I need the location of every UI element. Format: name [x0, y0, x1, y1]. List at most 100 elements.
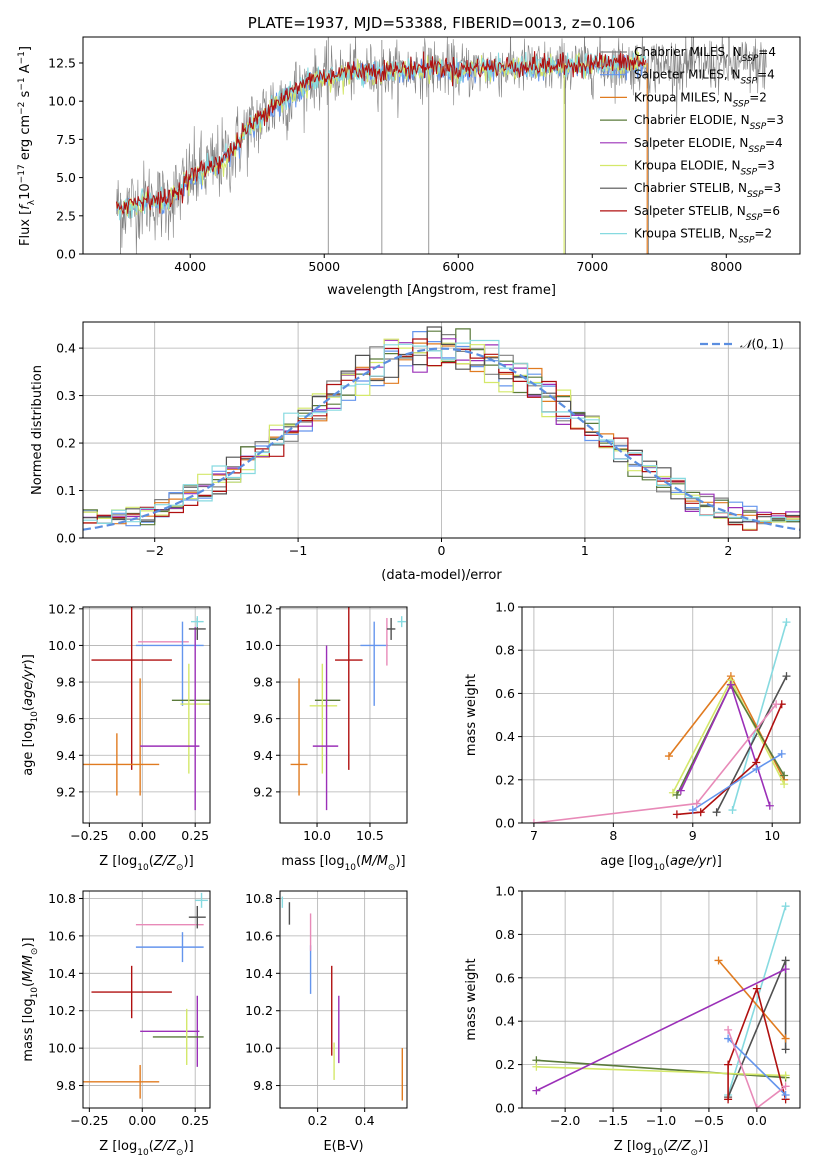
weight-point-marker: [752, 765, 761, 773]
y-tick-label: 10.8: [245, 891, 273, 906]
x-tick-label: −1.5: [598, 1113, 628, 1128]
x-tick-label: −2.0: [550, 1113, 580, 1128]
y-tick-label: 10.6: [48, 928, 76, 943]
weight-point-marker: [781, 902, 790, 911]
legend-entry: Kroupa ELODIE, NSSP=3: [634, 159, 775, 178]
y-tick-label: 9.4: [56, 748, 76, 763]
x-tick-label: 4000: [174, 259, 206, 274]
x-tick-label: 0.00: [128, 828, 156, 843]
weight-point-marker: [781, 1034, 790, 1043]
y-tick-label: 0.0: [56, 247, 76, 262]
weight-point-marker: [752, 984, 761, 993]
y-tick-label: 0.4: [56, 341, 76, 356]
y-tick-label: 1.0: [495, 600, 515, 615]
x-tick-label: 6000: [442, 259, 474, 274]
legend-entry: Salpeter STELIB, NSSP=6: [634, 204, 780, 223]
x-tick-label: 0.4: [355, 1113, 375, 1128]
x-axis-label: Z [log10(Z/Z⊙)]: [99, 1139, 193, 1158]
y-tick-label: 0.8: [495, 643, 515, 658]
y-tick-label: 12.5: [48, 55, 76, 70]
x-axis-label: Z [log10(Z/Z⊙)]: [614, 1139, 708, 1158]
histogram-step-line: [83, 338, 800, 531]
legend-entry: Chabrier ELODIE, NSSP=3: [634, 113, 784, 132]
y-tick-label: 9.6: [56, 711, 76, 726]
metallicity-age-panel: −0.25 0.00 0.25 9.2 9.4 9.6 9.8 10.0 10.2 Z [log1…: [21, 601, 211, 873]
weight-point-marker: [672, 790, 681, 799]
x-tick-label: −2: [145, 543, 163, 558]
y-tick-label: 0.3: [56, 388, 76, 403]
histogram-step-line: [83, 339, 800, 524]
weight-point-marker: [664, 752, 673, 761]
y-axis-label: mass weight: [464, 674, 479, 756]
y-tick-label: 10.2: [245, 601, 273, 616]
weight-point-marker: [529, 819, 538, 823]
y-axis-label: mass [log10(M/M⊙)]: [21, 937, 40, 1061]
y-tick-label: 0.1: [56, 483, 76, 498]
y-tick-label: 5.0: [56, 170, 76, 185]
axes-frame: [82, 890, 211, 1109]
x-tick-label: −1.0: [646, 1113, 676, 1128]
y-tick-label: 9.8: [56, 1078, 76, 1093]
weight-line: [536, 968, 786, 1092]
x-tick-label: 1: [581, 543, 589, 558]
weight-point-marker: [676, 786, 685, 795]
x-tick-label: 10: [764, 828, 780, 843]
legend-entry: Chabrier MILES, NSSP=4: [634, 45, 776, 64]
weight-point-marker: [780, 771, 789, 780]
y-tick-label: 10.0: [245, 638, 273, 653]
x-tick-label: −0.25: [70, 828, 108, 843]
weight-point-marker: [765, 801, 774, 810]
y-tick-label: 10.8: [48, 891, 76, 906]
y-tick-label: 0.2: [56, 436, 76, 451]
y-tick-label: 9.6: [253, 711, 273, 726]
y-tick-label: 9.8: [253, 1078, 273, 1093]
y-tick-label: 10.0: [245, 1041, 273, 1056]
axes-frame: [279, 890, 408, 1109]
mass-age-panel: 10.0 10.5 9.2 9.4 9.6 9.8 10.0 10.2 mass [log10(…: [245, 601, 408, 873]
y-tick-label: 9.8: [56, 675, 76, 690]
axes-frame: [279, 606, 408, 824]
y-tick-label: 0.2: [495, 772, 515, 787]
weight-point-marker: [692, 799, 701, 808]
weight-point-marker: [781, 1071, 790, 1080]
y-tick-label: 10.2: [245, 1003, 273, 1018]
y-tick-label: 9.2: [56, 784, 76, 799]
metallicity-massweight-panel: −2.0 −1.5 −1.0 −0.5 0.0 0.0 0.2 0.4 0.6 0.8 1.0 Z […: [464, 884, 801, 1158]
y-tick-label: 10.0: [48, 638, 76, 653]
weight-point-marker: [532, 1086, 541, 1095]
x-tick-label: 7: [530, 828, 538, 843]
y-tick-label: 0.6: [495, 970, 515, 985]
x-tick-label: 2: [724, 543, 732, 558]
y-tick-label: 1.0: [495, 884, 515, 899]
y-tick-label: 0.2: [495, 1057, 515, 1072]
weight-point-marker: [781, 965, 790, 974]
weight-point-marker: [724, 1060, 733, 1069]
weight-line: [727, 1029, 787, 1108]
weight-point-marker: [781, 956, 790, 965]
y-tick-label: 10.6: [245, 928, 273, 943]
y-tick-label: 2.5: [56, 208, 76, 223]
axes-frame: [521, 606, 801, 824]
y-tick-label: 9.2: [253, 784, 273, 799]
y-tick-label: 0.0: [495, 1101, 515, 1116]
x-tick-label: 0.0: [747, 1113, 767, 1128]
model-spectrum-line: [116, 50, 647, 215]
y-tick-label: 7.5: [56, 132, 76, 147]
weight-point-marker: [781, 1082, 790, 1091]
weight-point-marker: [777, 749, 786, 758]
x-axis-label: wavelength [Angstrom, rest frame]: [327, 283, 556, 298]
y-tick-label: 10.4: [245, 966, 273, 981]
x-tick-label: 7000: [576, 259, 608, 274]
residual-distribution-panel: −2 −1 0 1 2 0.0 0.1 0.2 0.3 0.4 (data-model)/error…: [30, 321, 801, 583]
y-tick-label: 0.0: [56, 531, 76, 546]
x-axis-label: age [log10(age/yr)]: [600, 854, 722, 873]
weight-point-marker: [772, 700, 781, 709]
weight-point-marker: [712, 808, 721, 817]
chart-title: PLATE=1937, MJD=53388, FIBERID=0013, z=0…: [248, 14, 635, 32]
y-axis-label: mass weight: [464, 958, 479, 1040]
weight-point-marker: [714, 956, 723, 965]
weight-point-marker: [688, 806, 697, 815]
x-tick-label: 0: [438, 543, 446, 558]
x-tick-label: 9: [689, 828, 697, 843]
x-axis-label: mass [log10(M/M⊙)]: [281, 854, 405, 873]
